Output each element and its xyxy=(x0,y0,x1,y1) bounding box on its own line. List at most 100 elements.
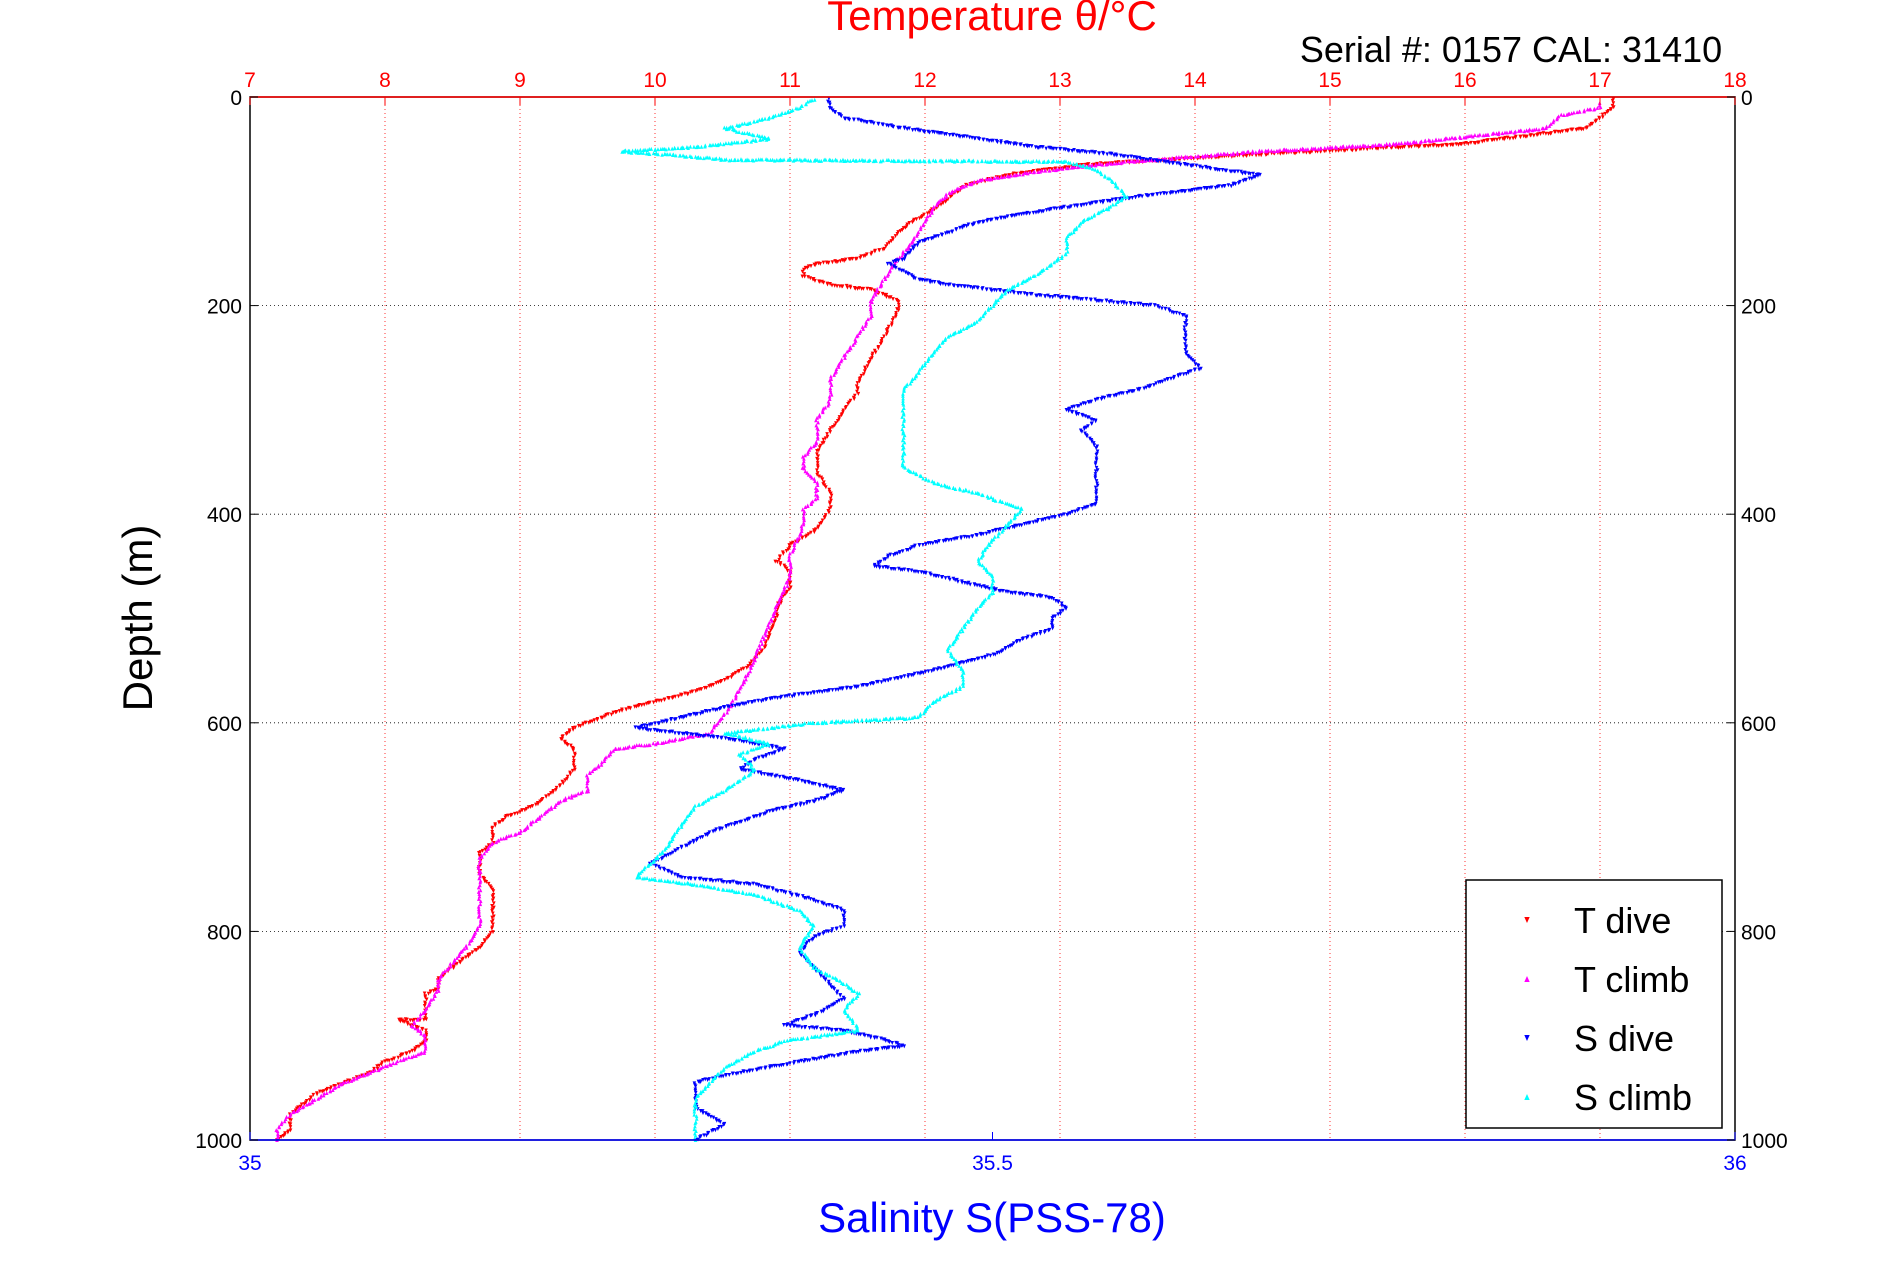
data-point xyxy=(953,188,957,193)
data-point xyxy=(1478,132,1482,137)
data-point xyxy=(1054,146,1059,151)
data-point xyxy=(839,114,844,119)
data-point xyxy=(921,476,925,481)
data-point xyxy=(712,725,716,730)
data-point xyxy=(1014,639,1019,644)
data-point xyxy=(983,159,988,164)
data-point xyxy=(793,803,798,808)
data-point xyxy=(787,554,791,559)
data-point xyxy=(656,721,661,726)
data-point xyxy=(1382,143,1387,148)
data-point xyxy=(338,1082,343,1087)
data-point xyxy=(477,871,481,876)
data-point xyxy=(307,1098,312,1103)
data-point xyxy=(563,778,567,783)
depth-tick-label-right: 200 xyxy=(1741,296,1776,319)
data-point xyxy=(428,1000,432,1005)
data-point xyxy=(526,805,531,810)
data-point xyxy=(890,318,895,323)
data-point xyxy=(1298,147,1303,152)
data-point xyxy=(774,724,779,729)
data-point xyxy=(893,551,898,556)
data-point xyxy=(932,350,936,355)
data-point xyxy=(1198,164,1202,169)
data-point xyxy=(862,254,866,259)
data-point xyxy=(1099,397,1104,402)
data-point xyxy=(1505,135,1510,140)
data-point xyxy=(959,666,964,671)
data-point xyxy=(1278,147,1282,152)
data-point xyxy=(1019,506,1024,511)
data-point xyxy=(887,240,892,245)
legend-marker xyxy=(1524,976,1530,982)
data-point xyxy=(994,175,999,180)
data-point xyxy=(880,1046,885,1051)
data-point xyxy=(508,813,513,818)
data-point xyxy=(749,139,754,144)
data-point xyxy=(803,505,808,510)
data-point xyxy=(513,832,517,837)
data-point xyxy=(930,701,935,706)
data-point xyxy=(1146,384,1151,389)
data-point xyxy=(934,203,939,208)
data-point xyxy=(721,1122,726,1127)
data-point xyxy=(640,869,644,874)
data-point xyxy=(1064,606,1068,611)
data-point xyxy=(1136,194,1141,199)
data-point xyxy=(994,587,998,592)
data-point xyxy=(963,284,967,289)
data-point xyxy=(707,684,711,689)
data-point xyxy=(470,950,475,955)
data-point xyxy=(867,718,872,723)
data-point xyxy=(1183,330,1188,335)
data-point xyxy=(850,719,854,724)
data-point xyxy=(703,733,707,738)
data-point xyxy=(994,298,998,303)
data-point xyxy=(801,461,805,466)
data-point xyxy=(817,797,821,802)
data-point xyxy=(1152,303,1157,308)
data-point xyxy=(629,150,634,155)
data-point xyxy=(814,1057,819,1062)
data-point xyxy=(1101,151,1106,156)
data-point xyxy=(694,838,699,843)
data-point xyxy=(478,860,482,865)
data-point xyxy=(899,1043,904,1048)
data-point xyxy=(542,811,547,816)
data-point xyxy=(729,157,734,162)
data-point xyxy=(1507,130,1512,135)
data-point xyxy=(854,995,858,1000)
data-point xyxy=(1015,512,1020,517)
data-point xyxy=(518,810,522,815)
data-point xyxy=(852,397,856,402)
data-point xyxy=(568,772,573,777)
data-point xyxy=(989,495,993,500)
data-point xyxy=(503,815,508,820)
data-point xyxy=(1155,192,1159,197)
data-point xyxy=(981,220,985,225)
data-point xyxy=(411,1053,416,1058)
data-point xyxy=(788,567,793,572)
data-point xyxy=(1105,152,1110,157)
data-point xyxy=(874,564,879,569)
data-point xyxy=(979,159,984,164)
data-point xyxy=(484,848,489,853)
data-point xyxy=(803,534,808,539)
data-point xyxy=(732,782,736,787)
data-point xyxy=(959,185,963,190)
data-point xyxy=(491,833,496,838)
data-point xyxy=(1087,150,1092,155)
data-point xyxy=(1030,291,1034,296)
data-point xyxy=(751,814,756,819)
data-point xyxy=(1057,513,1062,518)
data-point xyxy=(770,751,774,756)
data-point xyxy=(870,296,875,301)
data-point xyxy=(900,446,905,451)
data-point xyxy=(838,993,842,998)
data-point xyxy=(1117,391,1121,396)
data-point xyxy=(695,883,699,888)
data-point xyxy=(828,430,833,435)
data-point xyxy=(1433,138,1438,143)
data-point xyxy=(831,424,835,429)
data-point xyxy=(630,745,635,750)
